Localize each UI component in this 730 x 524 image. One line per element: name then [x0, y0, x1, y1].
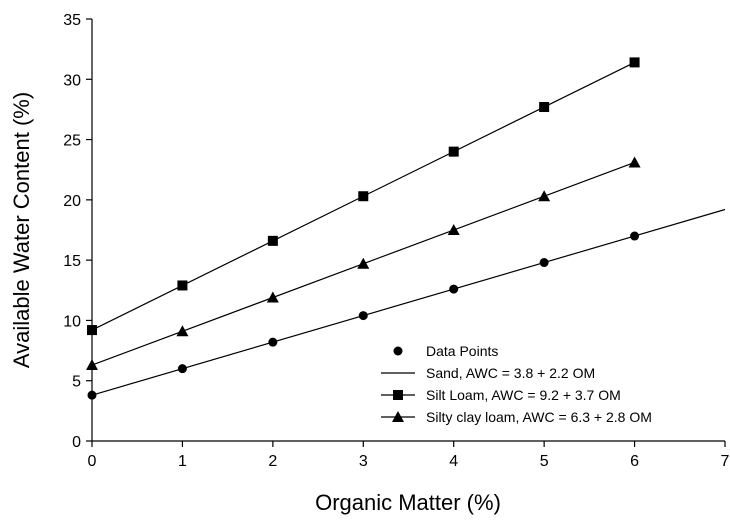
data-point — [267, 235, 278, 246]
legend: Data Points Sand, AWC = 3.8 + 2.2 OM Silt … — [381, 343, 652, 425]
x-tick-label: 2 — [268, 453, 277, 470]
x-tick-label: 1 — [178, 453, 187, 470]
y-tick-label: 0 — [72, 434, 81, 451]
legend-item: Silty clay loam, AWC = 6.3 + 2.8 OM — [381, 409, 652, 425]
legend-label: Data Points — [426, 343, 498, 359]
data-point — [628, 156, 641, 168]
legend-item: Sand, AWC = 3.8 + 2.2 OM — [381, 365, 595, 381]
data-point — [268, 337, 278, 347]
legend-label: Sand, AWC = 3.8 + 2.2 OM — [426, 365, 595, 381]
y-tick-label: 10 — [63, 313, 81, 330]
data-point — [176, 325, 189, 337]
y-tick-label: 35 — [63, 12, 81, 29]
data-point — [448, 146, 459, 157]
y-tick-label: 15 — [63, 253, 81, 270]
x-tick-label: 5 — [540, 453, 549, 470]
axes: 0 1 2 3 4 5 6 7 0 5 10 15 20 25 30 35 — [63, 12, 729, 470]
y-tick-label: 5 — [72, 374, 81, 391]
data-point — [358, 191, 369, 202]
series-circle — [87, 208, 726, 400]
legend-label: Silty clay loam, AWC = 6.3 + 2.8 OM — [426, 409, 652, 425]
x-axis-title: Organic Matter (%) — [315, 490, 501, 515]
fit-line — [91, 208, 726, 396]
x-tick-label: 7 — [721, 453, 730, 470]
data-point — [539, 102, 550, 113]
series-square — [87, 57, 640, 336]
data-point — [357, 257, 370, 269]
x-tick-label: 0 — [88, 453, 97, 470]
plot-area — [86, 57, 726, 400]
legend-marker — [393, 390, 403, 400]
data-point — [449, 284, 459, 294]
data-point — [538, 190, 551, 202]
legend-marker — [393, 346, 403, 356]
data-point — [539, 258, 549, 268]
data-point — [177, 364, 187, 374]
x-tick-label: 6 — [630, 453, 639, 470]
legend-marker — [392, 411, 404, 422]
data-point — [447, 224, 460, 235]
data-point — [629, 57, 640, 68]
y-tick-label: 30 — [63, 72, 81, 89]
legend-item: Data Points — [393, 343, 498, 359]
y-tick-label: 25 — [63, 133, 81, 150]
data-point — [630, 231, 640, 241]
series-triangle — [86, 156, 641, 371]
y-tick-label: 20 — [63, 193, 81, 210]
x-tick-label: 4 — [449, 453, 458, 470]
data-point — [358, 311, 368, 321]
data-point — [266, 291, 279, 303]
y-axis-title: Available Water Content (%) — [9, 92, 34, 368]
data-point — [177, 280, 188, 291]
legend-item: Silt Loam, AWC = 9.2 + 3.7 OM — [381, 387, 621, 403]
x-tick-label: 3 — [359, 453, 368, 470]
legend-label: Silt Loam, AWC = 9.2 + 3.7 OM — [426, 387, 621, 403]
